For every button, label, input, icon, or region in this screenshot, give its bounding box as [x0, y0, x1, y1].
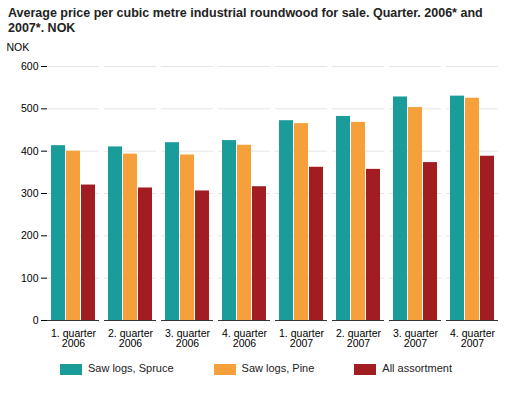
svg-text:4. quarter2006: 4. quarter2006	[222, 327, 267, 350]
svg-text:3. quarter2007: 3. quarter2007	[393, 327, 438, 350]
svg-text:1. quarter2007: 1. quarter2007	[279, 327, 324, 350]
svg-text:0: 0	[33, 314, 39, 326]
svg-text:NOK: NOK	[7, 41, 30, 53]
svg-text:500: 500	[21, 102, 39, 114]
svg-text:2. quarter2006: 2. quarter2006	[108, 327, 153, 350]
svg-text:3. quarter2006: 3. quarter2006	[165, 327, 210, 350]
svg-text:1. quarter2006: 1. quarter2006	[51, 327, 96, 350]
svg-text:2. quarter2007: 2. quarter2007	[336, 327, 381, 350]
html-text:Average price per cubic metre: Average price per cubic metre industrial…	[8, 6, 483, 35]
svg-text:400: 400	[21, 145, 39, 157]
html-text:All assortment: All assortment	[382, 362, 452, 374]
svg-text:300: 300	[21, 187, 39, 199]
svg-text:600: 600	[21, 60, 39, 72]
svg-text:200: 200	[21, 229, 39, 241]
svg-text:4. quarter2007: 4. quarter2007	[450, 327, 495, 350]
html-text:Saw logs, Pine: Saw logs, Pine	[241, 362, 315, 374]
html-text:Saw logs, Spruce: Saw logs, Spruce	[88, 362, 174, 374]
svg-text:100: 100	[21, 272, 39, 284]
